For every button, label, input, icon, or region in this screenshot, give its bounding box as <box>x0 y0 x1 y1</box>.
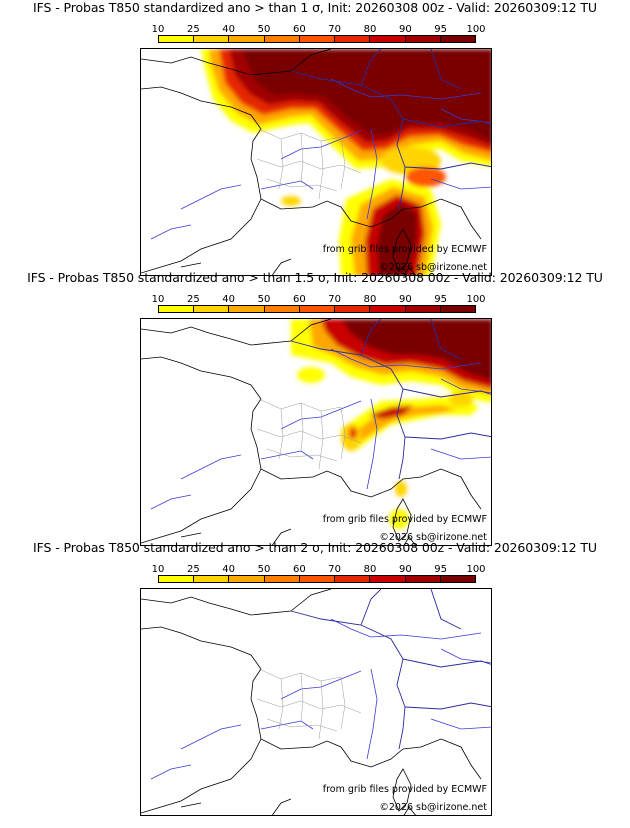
colorbar-tick-label: 25 <box>186 564 200 575</box>
colorbar-cell <box>335 36 371 42</box>
colorbar-tick-label: 70 <box>328 294 342 305</box>
colorbar-cell <box>299 306 336 312</box>
colorbar: 10 25 40 50 60 70 80 90 95 100 <box>152 564 486 584</box>
admin-boundaries <box>256 398 362 470</box>
colorbar-cell <box>405 36 441 42</box>
colorbar-tick-label: 60 <box>292 564 306 575</box>
panel-title: IFS - Probas T850 standardized ano > tha… <box>27 270 603 285</box>
colorbar-cells <box>158 35 476 43</box>
colorbar-tick-label: 10 <box>151 294 165 305</box>
colorbar-cell <box>299 36 336 42</box>
colorbar-cell <box>335 576 371 582</box>
probability-field <box>201 49 491 275</box>
admin-boundaries <box>256 128 362 200</box>
colorbar-cell <box>264 306 300 312</box>
colorbar-cell <box>370 36 406 42</box>
coastline <box>141 589 482 815</box>
colorbar-tick-label: 100 <box>466 564 486 575</box>
colorbar-cell <box>194 36 230 42</box>
colorbar-tick-label: 95 <box>434 294 448 305</box>
colorbar-cell <box>405 576 441 582</box>
colorbar-tick-label: 50 <box>257 24 271 35</box>
colorbar-cell <box>370 576 406 582</box>
colorbar-cells <box>158 305 476 313</box>
colorbar-tick-label: 90 <box>398 564 412 575</box>
colorbar-cell <box>159 306 195 312</box>
panel-title: IFS - Probas T850 standardized ano > tha… <box>33 0 597 15</box>
colorbar-tick-label: 80 <box>363 294 377 305</box>
colorbar-tick-label: 50 <box>257 294 271 305</box>
probability-map: from grib files provided by ECMWF ©2026 … <box>140 588 492 816</box>
credit-copyright: ©2026 sb@irizone.net <box>379 802 487 813</box>
panel-title: IFS - Probas T850 standardized ano > tha… <box>33 540 597 555</box>
colorbar: 10 25 40 50 60 70 80 90 95 100 <box>152 294 486 314</box>
colorbar-tick-label: 10 <box>151 564 165 575</box>
colorbar-cell <box>440 306 475 312</box>
colorbar-tick-label: 10 <box>151 24 165 35</box>
coastline <box>141 49 482 275</box>
colorbar-tick-label: 100 <box>466 24 486 35</box>
credit-copyright: ©2026 sb@irizone.net <box>379 262 487 273</box>
country-borders <box>290 49 491 210</box>
colorbar-tick-label: 40 <box>222 24 236 35</box>
panel-1-5sigma: IFS - Probas T850 standardized ano > tha… <box>0 270 630 546</box>
colorbar-tick-label: 25 <box>186 294 200 305</box>
colorbar-cell <box>159 576 195 582</box>
colorbar-tick-label: 90 <box>398 24 412 35</box>
rivers <box>150 78 491 240</box>
colorbar-cell <box>440 36 475 42</box>
country-borders <box>290 589 491 750</box>
colorbar-cell <box>229 306 265 312</box>
credit-source: from grib files provided by ECMWF <box>322 784 487 795</box>
probability-field <box>291 319 491 529</box>
colorbar-cell <box>194 306 230 312</box>
map-svg <box>141 49 491 275</box>
colorbar-tick-label: 70 <box>328 24 342 35</box>
colorbar-cell <box>229 576 265 582</box>
colorbar-cell <box>370 306 406 312</box>
country-borders <box>290 319 491 480</box>
colorbar-cell <box>264 36 300 42</box>
colorbar-tick-label: 90 <box>398 294 412 305</box>
colorbar-tick-label: 60 <box>292 24 306 35</box>
probability-map: from grib files provided by ECMWF ©2026 … <box>140 48 492 276</box>
panel-2sigma: IFS - Probas T850 standardized ano > tha… <box>0 540 630 816</box>
colorbar-tick-label: 80 <box>363 564 377 575</box>
colorbar-tick-label: 80 <box>363 24 377 35</box>
rivers <box>150 618 491 780</box>
colorbar-cell <box>440 576 475 582</box>
colorbar-tick-label: 40 <box>222 564 236 575</box>
admin-boundaries <box>256 668 362 740</box>
coastline <box>141 319 482 545</box>
credit-copyright: ©2026 sb@irizone.net <box>379 532 487 543</box>
panel-1sigma: IFS - Probas T850 standardized ano > tha… <box>0 0 630 276</box>
colorbar-cell <box>229 36 265 42</box>
colorbar-cell <box>159 36 195 42</box>
map-svg <box>141 319 491 545</box>
colorbar-tick-label: 95 <box>434 24 448 35</box>
map-svg <box>141 589 491 815</box>
colorbar: 10 25 40 50 60 70 80 90 95 100 <box>152 24 486 44</box>
colorbar-tick-label: 95 <box>434 564 448 575</box>
credit-source: from grib files provided by ECMWF <box>322 244 487 255</box>
colorbar-cell <box>299 576 336 582</box>
colorbar-cell <box>335 306 371 312</box>
colorbar-tick-label: 40 <box>222 294 236 305</box>
colorbar-tick-label: 100 <box>466 294 486 305</box>
credit-source: from grib files provided by ECMWF <box>322 514 487 525</box>
colorbar-tick-label: 60 <box>292 294 306 305</box>
colorbar-cell <box>264 576 300 582</box>
colorbar-tick-label: 70 <box>328 564 342 575</box>
colorbar-cells <box>158 575 476 583</box>
probability-map: from grib files provided by ECMWF ©2026 … <box>140 318 492 546</box>
colorbar-cell <box>405 306 441 312</box>
colorbar-tick-label: 25 <box>186 24 200 35</box>
colorbar-cell <box>194 576 230 582</box>
colorbar-tick-label: 50 <box>257 564 271 575</box>
